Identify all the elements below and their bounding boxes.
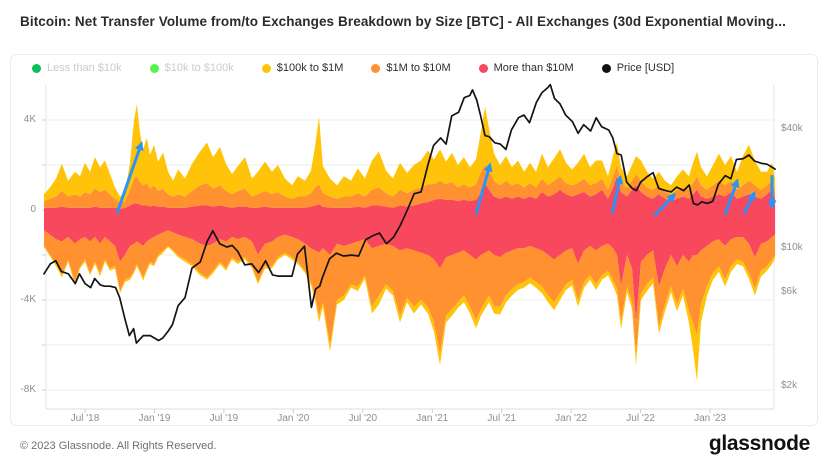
legend-item--1m-to-10m[interactable]: $1M to $10M (371, 62, 451, 74)
y-left-tick-label: 0 (30, 204, 36, 215)
legend-item-price-usd-[interactable]: Price [USD] (601, 62, 675, 74)
chart-legend: Less than $10k $10k to $100k $100k to $1M $… (32, 62, 674, 74)
legend-dot-icon (478, 63, 488, 73)
x-axis-tick-label: Jul '20 (348, 413, 378, 424)
legend-dot-icon (371, 63, 381, 73)
legend-item-label: $1M to $10M (386, 62, 451, 74)
x-axis-tick-label: Jul '19 (209, 413, 239, 424)
page-title: Bitcoin: Net Transfer Volume from/to Exc… (20, 14, 786, 29)
legend-dot-icon (261, 63, 271, 73)
legend-item-label: Price [USD] (616, 62, 675, 74)
legend-item--10k-to-100k[interactable]: $10k to $100k (149, 62, 234, 74)
x-axis-tick-label: Jul '18 (70, 413, 100, 424)
y-left-tick-label: -4K (20, 294, 36, 305)
legend-item-label: $10k to $100k (164, 62, 234, 74)
x-axis-tick-label: Jan '21 (416, 413, 449, 424)
x-axis-tick-label: Jul '21 (487, 413, 516, 424)
y-left-tick-label: -8K (20, 384, 36, 395)
y-left-tick-label: 4K (23, 114, 36, 125)
x-axis-tick-label: Jan '19 (138, 413, 171, 424)
legend-item--100k-to-1m[interactable]: $100k to $1M (261, 62, 344, 74)
legend-dot-icon (149, 63, 159, 73)
x-axis-tick-label: Jan '22 (555, 413, 588, 424)
x-axis-tick-label: Jan '20 (277, 413, 310, 424)
glassnode-logo: glassnode (708, 432, 810, 455)
legend-item-label: More than $10M (493, 62, 574, 74)
legend-item-label: $100k to $1M (276, 62, 344, 74)
y-right-tick-label: $2k (781, 380, 798, 392)
legend-dot-icon (601, 63, 611, 73)
x-axis-tick-label: Jan '23 (694, 413, 727, 424)
x-axis-tick-label: Jul '22 (626, 413, 655, 424)
legend-item-less-than-10k[interactable]: Less than $10k (32, 62, 122, 74)
legend-dot-icon (32, 63, 41, 73)
y-right-tick-label: $40k (781, 122, 803, 134)
legend-item-label: Less than $10k (47, 62, 122, 74)
legend-item-more-than-10m[interactable]: More than $10M (478, 62, 574, 74)
y-right-tick-label: $10k (781, 241, 803, 253)
footer-copyright: © 2023 Glassnode. All Rights Reserved. (20, 440, 217, 452)
y-right-tick-label: $6k (781, 285, 798, 297)
